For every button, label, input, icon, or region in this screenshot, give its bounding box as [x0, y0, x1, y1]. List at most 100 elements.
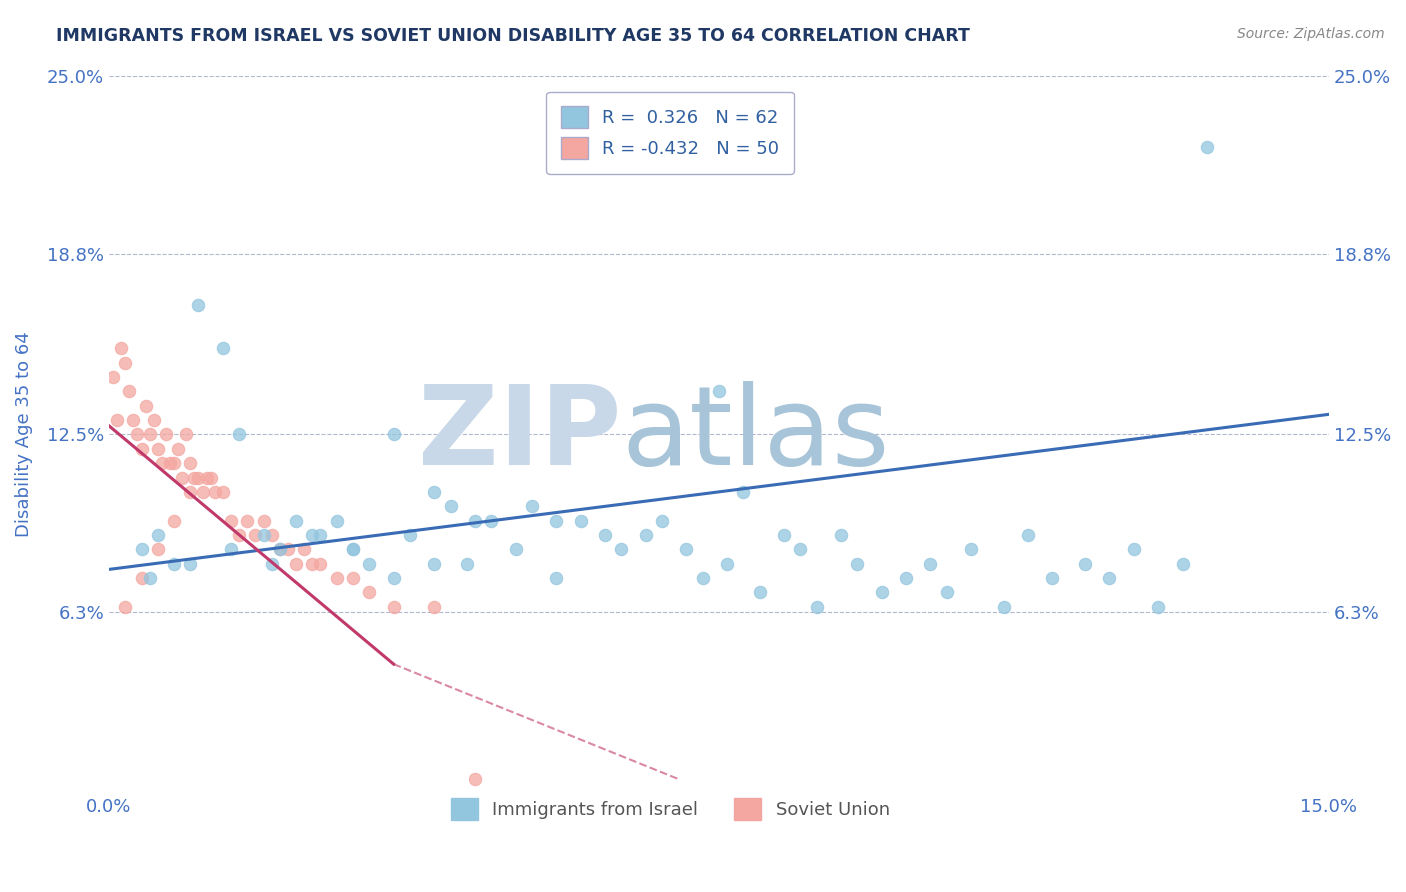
Point	[399, 528, 422, 542]
Point	[309, 557, 332, 571]
Point	[292, 542, 315, 557]
Point	[285, 514, 308, 528]
Point	[960, 542, 983, 557]
Point	[301, 557, 323, 571]
Point	[163, 514, 186, 528]
Point	[610, 542, 633, 557]
Point	[1122, 542, 1144, 557]
Point	[122, 413, 145, 427]
Point	[707, 384, 730, 399]
Point	[1040, 571, 1063, 585]
Point	[342, 542, 364, 557]
Point	[146, 442, 169, 456]
Point	[423, 557, 446, 571]
Point	[179, 557, 201, 571]
Point	[236, 514, 259, 528]
Point	[277, 542, 299, 557]
Point	[146, 542, 169, 557]
Point	[382, 427, 405, 442]
Point	[187, 298, 209, 312]
Point	[382, 571, 405, 585]
Point	[716, 557, 738, 571]
Point	[174, 427, 197, 442]
Point	[138, 427, 160, 442]
Point	[456, 557, 478, 571]
Point	[993, 599, 1015, 614]
Point	[830, 528, 852, 542]
Point	[159, 456, 181, 470]
Point	[733, 484, 755, 499]
Text: ZIP: ZIP	[418, 381, 621, 488]
Point	[748, 585, 770, 599]
Point	[252, 528, 274, 542]
Point	[212, 341, 235, 355]
Point	[1074, 557, 1097, 571]
Text: Source: ZipAtlas.com: Source: ZipAtlas.com	[1237, 27, 1385, 41]
Point	[110, 341, 132, 355]
Point	[285, 557, 308, 571]
Point	[155, 427, 177, 442]
Point	[479, 514, 502, 528]
Point	[342, 542, 364, 557]
Point	[423, 484, 446, 499]
Point	[546, 514, 568, 528]
Point	[114, 599, 136, 614]
Point	[167, 442, 190, 456]
Point	[382, 599, 405, 614]
Point	[870, 585, 893, 599]
Point	[464, 772, 486, 786]
Point	[675, 542, 697, 557]
Point	[146, 528, 169, 542]
Point	[806, 599, 828, 614]
Point	[101, 370, 124, 384]
Point	[163, 557, 186, 571]
Point	[520, 500, 543, 514]
Point	[260, 528, 283, 542]
Point	[131, 542, 153, 557]
Point	[131, 571, 153, 585]
Y-axis label: Disability Age 35 to 64: Disability Age 35 to 64	[15, 332, 32, 537]
Point	[245, 528, 267, 542]
Point	[183, 470, 205, 484]
Point	[179, 484, 201, 499]
Point	[309, 528, 332, 542]
Point	[789, 542, 811, 557]
Point	[1171, 557, 1194, 571]
Point	[325, 514, 347, 528]
Point	[301, 528, 323, 542]
Point	[252, 514, 274, 528]
Point	[1195, 140, 1218, 154]
Point	[1147, 599, 1170, 614]
Point	[219, 514, 242, 528]
Text: IMMIGRANTS FROM ISRAEL VS SOVIET UNION DISABILITY AGE 35 TO 64 CORRELATION CHART: IMMIGRANTS FROM ISRAEL VS SOVIET UNION D…	[56, 27, 970, 45]
Point	[651, 514, 673, 528]
Point	[200, 470, 222, 484]
Point	[127, 427, 149, 442]
Point	[163, 456, 186, 470]
Point	[546, 571, 568, 585]
Point	[846, 557, 869, 571]
Point	[359, 585, 381, 599]
Point	[773, 528, 796, 542]
Point	[692, 571, 714, 585]
Point	[172, 470, 194, 484]
Point	[142, 413, 165, 427]
Point	[423, 599, 446, 614]
Point	[187, 470, 209, 484]
Point	[920, 557, 942, 571]
Point	[269, 542, 291, 557]
Point	[569, 514, 592, 528]
Point	[118, 384, 141, 399]
Point	[204, 484, 226, 499]
Legend: Immigrants from Israel, Soviet Union: Immigrants from Israel, Soviet Union	[436, 784, 904, 835]
Point	[1017, 528, 1039, 542]
Point	[195, 470, 218, 484]
Point	[342, 571, 364, 585]
Point	[228, 528, 250, 542]
Point	[1098, 571, 1121, 585]
Point	[114, 356, 136, 370]
Point	[634, 528, 657, 542]
Point	[179, 456, 201, 470]
Point	[935, 585, 957, 599]
Point	[191, 484, 214, 499]
